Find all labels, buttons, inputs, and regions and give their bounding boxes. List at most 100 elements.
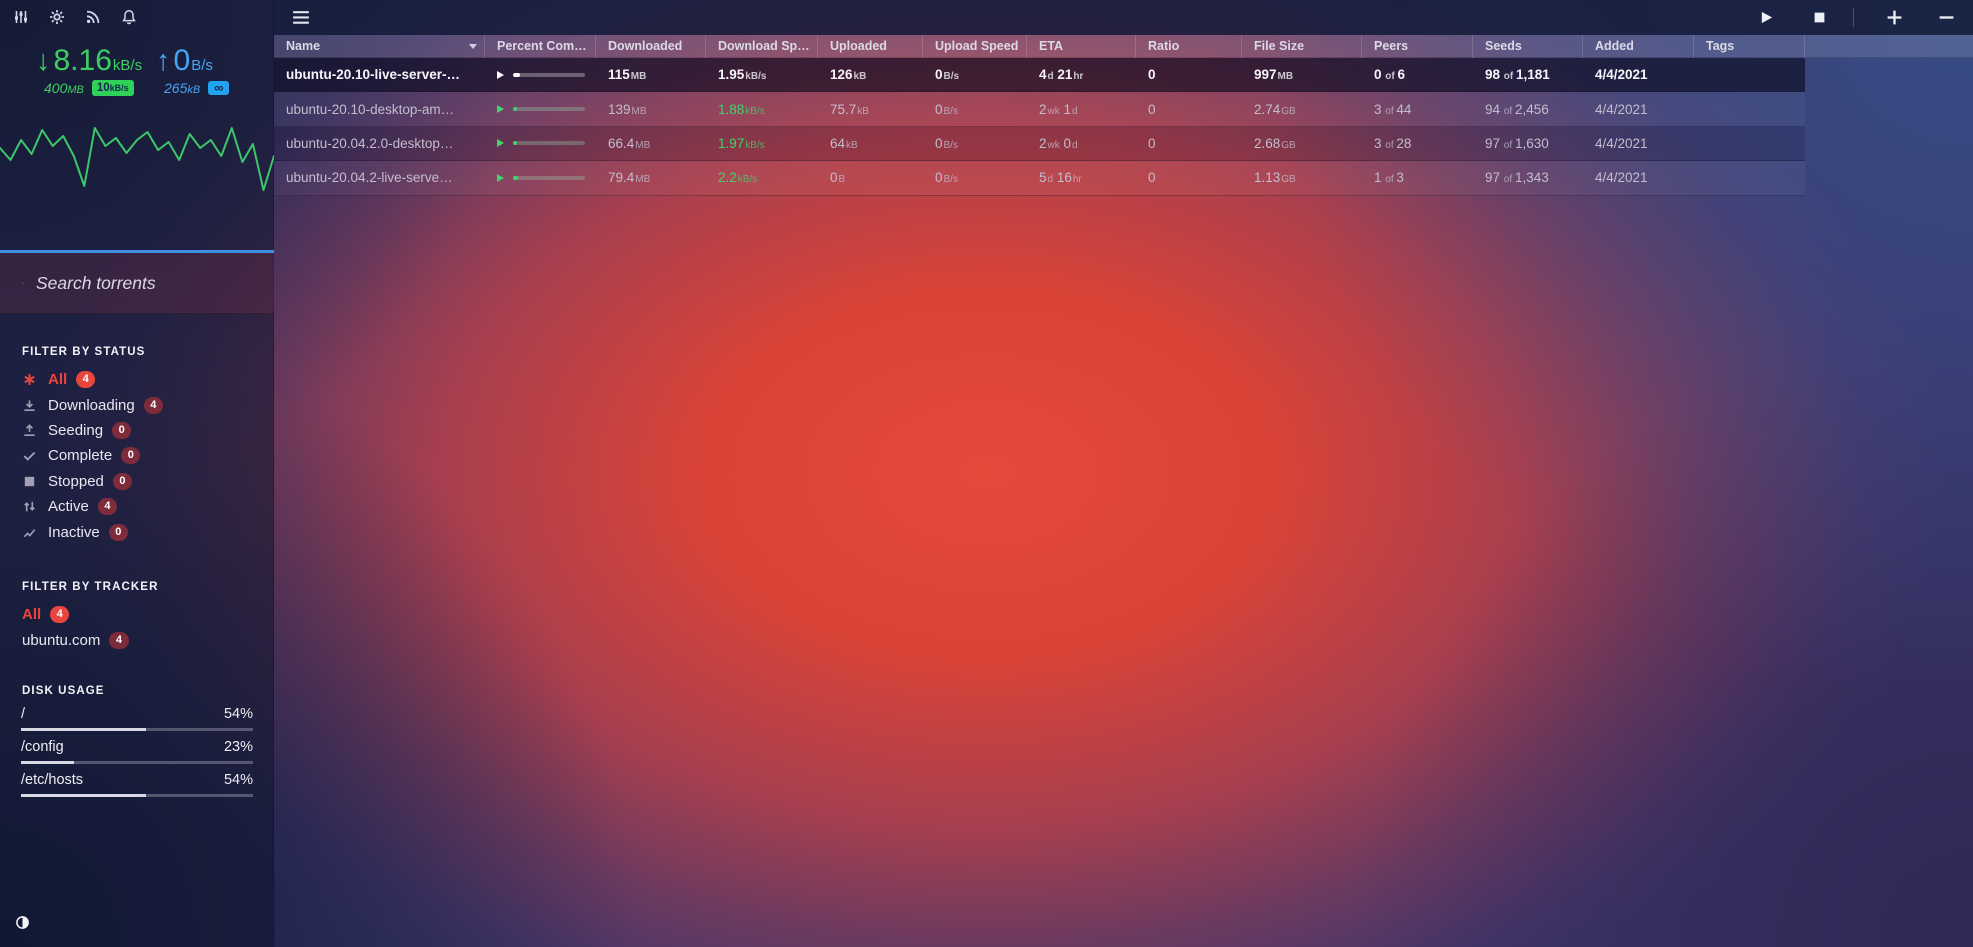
- up-arrow-icon: ↑: [156, 45, 171, 77]
- ratio-cell: 0: [1148, 67, 1156, 83]
- arrows-icon: [22, 499, 37, 514]
- tracker-filter-all[interactable]: All 4: [0, 602, 274, 627]
- sidebar-toolbar: [13, 9, 137, 25]
- search-input[interactable]: [36, 272, 264, 294]
- column-header-upload-speed[interactable]: Upload Speed: [923, 35, 1027, 58]
- column-header-seeds[interactable]: Seeds: [1473, 35, 1583, 58]
- uploaded-cell: 126kB: [830, 67, 867, 83]
- top-toolbar: [274, 0, 1973, 35]
- column-label: Peers: [1374, 39, 1409, 53]
- eta-cell: 4d 21hr: [1039, 67, 1084, 83]
- column-header-ratio[interactable]: Ratio: [1136, 35, 1242, 58]
- column-header-eta[interactable]: ETA: [1027, 35, 1136, 58]
- disk-usage-item: / 54%: [0, 706, 274, 731]
- disk-usage-section: DISK USAGE / 54% /config 23% /etc/hosts 54%: [0, 685, 274, 805]
- sort-desc-icon: [469, 44, 477, 49]
- torrent-row[interactable]: ubuntu-20.04.2.0-desktop… 66.4MB 1.97kB/s 6…: [274, 126, 1805, 162]
- search-bar: [0, 253, 274, 314]
- upload-rate-unit: B/s: [191, 57, 213, 74]
- seeds-cell: 98 of 1,181: [1485, 67, 1550, 83]
- filter-count-badge: 0: [112, 421, 132, 439]
- filter-count-badge: 0: [108, 523, 128, 541]
- uploaded-cell: 64kB: [830, 135, 858, 151]
- column-header-tags[interactable]: Tags: [1694, 35, 1805, 58]
- progress-bar: [513, 141, 585, 146]
- filter-label: ubuntu.com: [22, 631, 101, 649]
- download-rate-unit: kB/s: [112, 57, 143, 74]
- upload-rate: 0: [173, 44, 191, 77]
- upload-limit-badge: ∞: [208, 81, 230, 95]
- sliders-icon[interactable]: [13, 9, 29, 25]
- filter-label: Complete: [48, 447, 113, 465]
- upload-icon: [22, 423, 37, 438]
- torrent-row[interactable]: ubuntu-20.10-live-server-… 115MB 1.95kB/s 1…: [274, 58, 1805, 93]
- peers-cell: 1 of 3: [1374, 170, 1404, 186]
- theme-toggle-contrast-icon[interactable]: [15, 915, 30, 930]
- ratio-cell: 0: [1148, 101, 1156, 117]
- column-label: Seeds: [1485, 39, 1522, 53]
- torrent-name: ubuntu-20.04.2.0-desktop…: [286, 135, 454, 151]
- tracker-filter-ubuntu-com[interactable]: ubuntu.com 4: [0, 627, 274, 652]
- dl-speed-cell: 1.95kB/s: [718, 67, 767, 83]
- progress-bar: [513, 107, 585, 112]
- remove-torrent-button[interactable]: [1938, 9, 1955, 26]
- gear-icon[interactable]: [49, 9, 65, 25]
- status-filter-seeding[interactable]: Seeding 0: [0, 418, 274, 443]
- column-header-percent-com-[interactable]: Percent Com…: [485, 35, 596, 58]
- download-limit-badge: 10kB/s: [91, 80, 134, 96]
- column-header-added[interactable]: Added: [1583, 35, 1694, 58]
- filter-count-badge: 0: [112, 472, 133, 490]
- seeds-cell: 97 of 1,343: [1485, 170, 1549, 186]
- start-torrents-button[interactable]: [1759, 10, 1774, 25]
- ul-speed-cell: 0B/s: [935, 67, 960, 83]
- status-filter-inactive[interactable]: Inactive 0: [0, 519, 274, 544]
- bell-icon[interactable]: [121, 9, 137, 25]
- column-header-peers[interactable]: Peers: [1362, 35, 1473, 58]
- column-header-download-sp-[interactable]: Download Sp…: [706, 35, 818, 58]
- size-cell: 2.68GB: [1254, 135, 1296, 151]
- status-filter-active[interactable]: Active 4: [0, 494, 274, 519]
- download-icon: [22, 398, 37, 413]
- peers-cell: 3 of 28: [1374, 135, 1412, 151]
- torrent-name: ubuntu-20.10-desktop-am…: [286, 101, 455, 117]
- column-header-file-size[interactable]: File Size: [1242, 35, 1362, 58]
- transfer-summary: ↓ 8.16 kB/s 400MB 10kB/s ↑ 0 B/s 265kB ∞: [0, 46, 274, 106]
- status-filter-downloading[interactable]: Downloading 4: [0, 392, 274, 417]
- column-label: File Size: [1254, 39, 1305, 53]
- column-label: Percent Com…: [497, 39, 587, 53]
- sidebar: ↓ 8.16 kB/s 400MB 10kB/s ↑ 0 B/s 265kB ∞: [0, 0, 274, 947]
- percent-complete-cell: [485, 139, 596, 148]
- torrent-row[interactable]: ubuntu-20.10-desktop-am… 139MB 1.88kB/s 75.…: [274, 92, 1805, 127]
- rss-icon[interactable]: [85, 9, 101, 25]
- size-cell: 1.13GB: [1254, 170, 1296, 186]
- uploaded-cell: 75.7kB: [830, 101, 869, 117]
- disk-path: /etc/hosts: [21, 772, 84, 788]
- column-label: ETA: [1039, 39, 1064, 53]
- percent-complete-cell: [485, 173, 596, 182]
- torrent-row[interactable]: ubuntu-20.04.2-live-serve… 79.4MB 2.2kB/s 0…: [274, 161, 1805, 196]
- torrent-table-header: Name Percent Com… Downloaded Download Sp… Up…: [274, 35, 1973, 58]
- filter-count-badge: 4: [143, 396, 163, 414]
- check-icon: [22, 448, 37, 463]
- progress-bar: [513, 72, 585, 77]
- column-header-downloaded[interactable]: Downloaded: [596, 35, 706, 58]
- percent-complete-cell: [485, 70, 596, 79]
- stop-icon: [22, 474, 37, 489]
- play-icon: [497, 139, 504, 148]
- upload-rate-block: ↑ 0 B/s 265kB ∞: [156, 44, 230, 96]
- menu-icon[interactable]: [291, 9, 311, 25]
- filter-count-badge: 4: [50, 606, 70, 624]
- tracker-filter-section: FILTER BY TRACKER All 4 ubuntu.com 4: [0, 581, 274, 653]
- disk-percent: 54%: [223, 706, 253, 722]
- status-filter-stopped[interactable]: Stopped 0: [0, 469, 274, 494]
- progress-bar: [513, 175, 585, 180]
- column-label: Downloaded: [608, 39, 683, 53]
- ratio-cell: 0: [1148, 170, 1156, 186]
- add-torrent-button[interactable]: [1886, 9, 1903, 26]
- column-header-name[interactable]: Name: [274, 35, 485, 58]
- status-filter-complete[interactable]: Complete 0: [0, 443, 274, 468]
- stop-torrents-button[interactable]: [1813, 11, 1826, 24]
- status-filter-all[interactable]: All 4: [0, 367, 274, 392]
- column-header-uploaded[interactable]: Uploaded: [818, 35, 923, 58]
